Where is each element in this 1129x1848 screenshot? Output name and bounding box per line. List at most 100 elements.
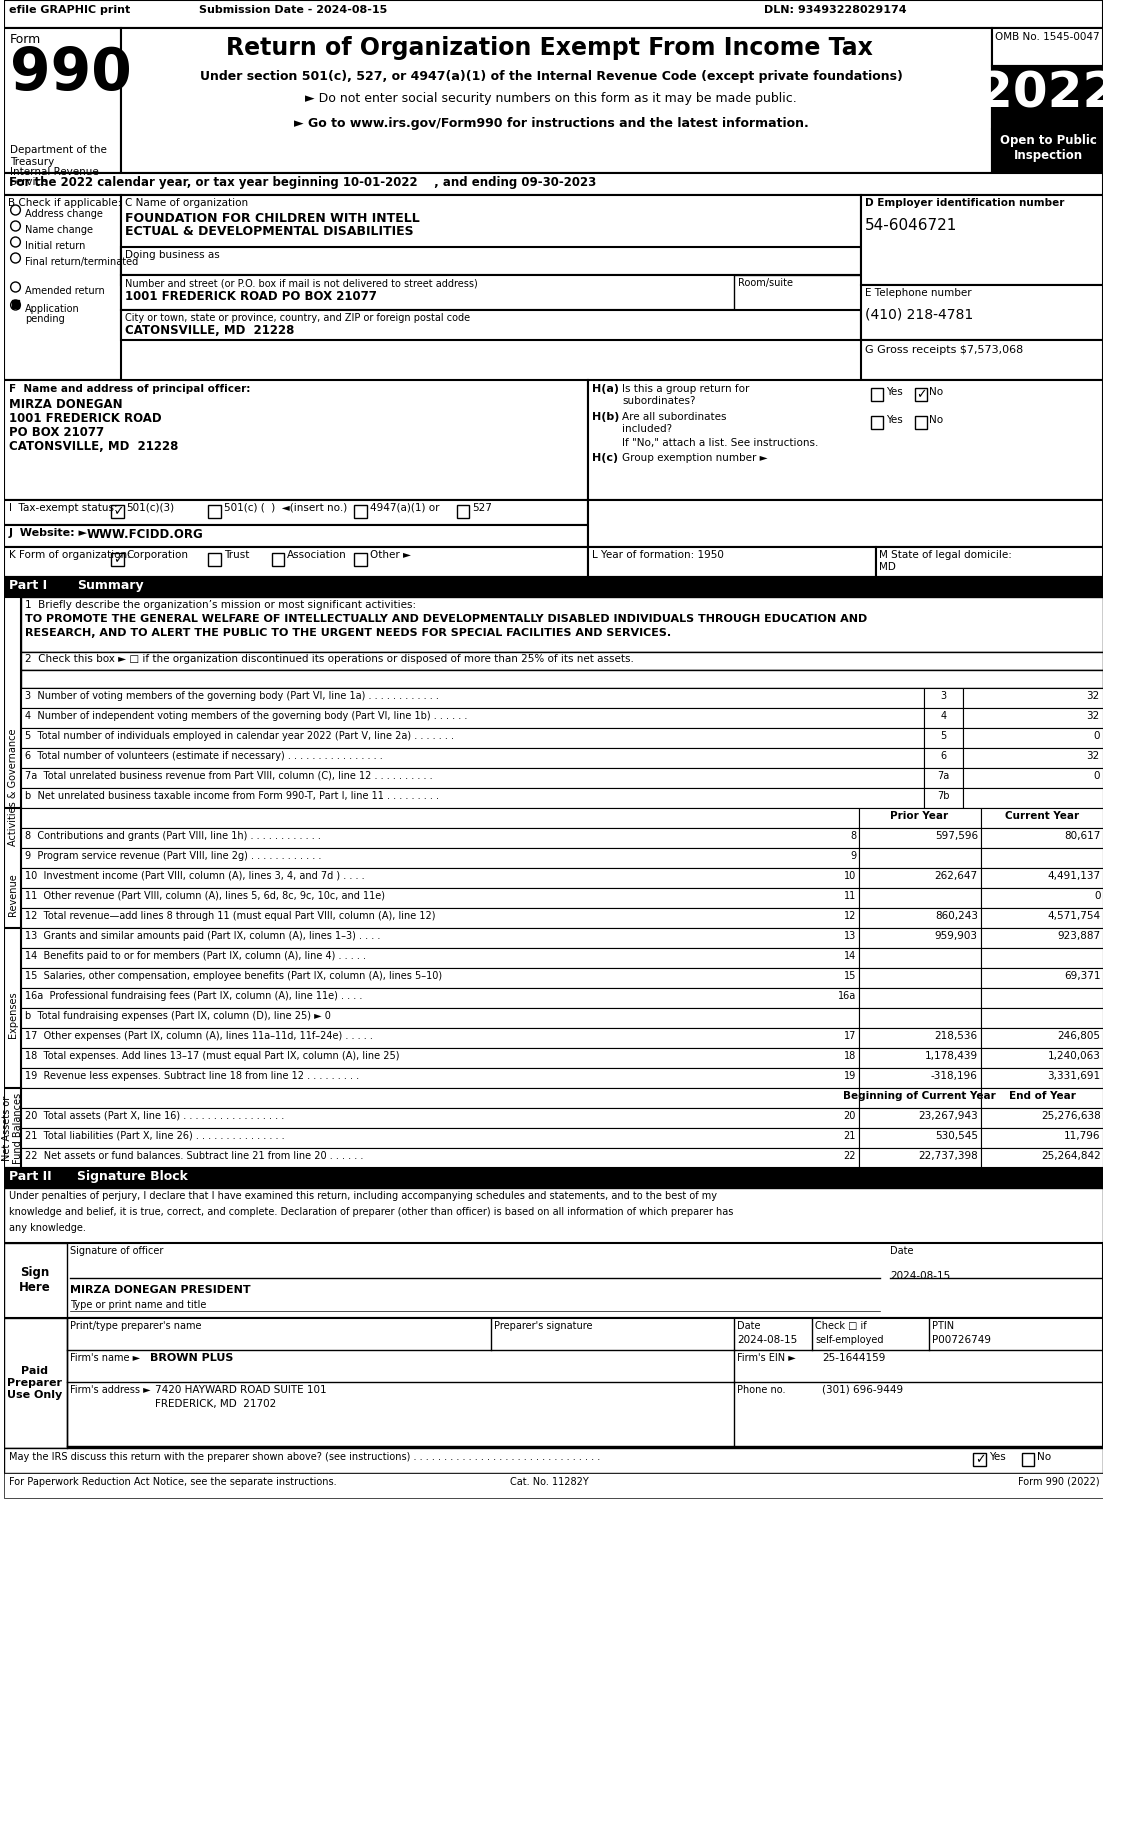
Bar [3, 1449, 1103, 1473]
Bar [859, 1007, 981, 1027]
Bar [588, 547, 876, 577]
Text: Trust: Trust [224, 551, 250, 560]
Text: 17  Other expenses (Part IX, column (A), lines 11a–11d, 11f–24e) . . . . .: 17 Other expenses (Part IX, column (A), … [25, 1031, 373, 1040]
Text: Under penalties of perjury, I declare that I have examined this return, includin: Under penalties of perjury, I declare th… [9, 1190, 717, 1201]
Text: 22  Net assets or fund balances. Subtract line 21 from line 20 . . . . . .: 22 Net assets or fund balances. Subtract… [25, 1151, 364, 1161]
Text: 860,243: 860,243 [935, 911, 978, 920]
Text: 13  Grants and similar amounts paid (Part IX, column (A), lines 1–3) . . . .: 13 Grants and similar amounts paid (Part… [25, 931, 380, 941]
Text: J  Website: ►: J Website: ► [9, 529, 88, 538]
Bar [111, 505, 124, 517]
Text: 12  Total revenue—add lines 8 through 11 (must equal Part VIII, column (A), line: 12 Total revenue—add lines 8 through 11 … [25, 911, 436, 920]
Text: Open to Public
Inspection: Open to Public Inspection [999, 135, 1096, 163]
Bar [981, 869, 1103, 889]
Bar [859, 989, 981, 1007]
Bar [3, 501, 588, 525]
Bar [588, 381, 1103, 501]
Text: Group exemption number ►: Group exemption number ► [622, 453, 768, 464]
Text: 3  Number of voting members of the governing body (Part VI, line 1a) . . . . . .: 3 Number of voting members of the govern… [25, 691, 439, 700]
Bar [21, 1027, 859, 1048]
Bar [21, 597, 1103, 652]
Bar [925, 728, 963, 748]
Text: Activities & Governance: Activities & Governance [8, 728, 18, 846]
Text: FREDERICK, MD  21702: FREDERICK, MD 21702 [155, 1399, 277, 1408]
Text: 9  Program service revenue (Part VIII, line 2g) . . . . . . . . . . . .: 9 Program service revenue (Part VIII, li… [25, 850, 322, 861]
Text: 32: 32 [1086, 711, 1100, 721]
Circle shape [10, 222, 20, 231]
Text: B Check if applicable:: B Check if applicable: [8, 198, 121, 209]
Text: ► Do not enter social security numbers on this form as it may be made public.: ► Do not enter social security numbers o… [305, 92, 797, 105]
Bar [981, 828, 1103, 848]
Bar [21, 907, 859, 928]
Bar [981, 1048, 1103, 1068]
Text: 6  Total number of volunteers (estimate if necessary) . . . . . . . . . . . . . : 6 Total number of volunteers (estimate i… [25, 750, 383, 761]
Text: 530,545: 530,545 [935, 1131, 978, 1140]
Bar [11, 299, 19, 309]
Bar [21, 1068, 859, 1088]
Circle shape [10, 283, 20, 292]
Text: 80,617: 80,617 [1065, 832, 1101, 841]
Text: CATONSVILLE, MD  21228: CATONSVILLE, MD 21228 [124, 323, 294, 336]
Text: G Gross receipts $7,573,068: G Gross receipts $7,573,068 [865, 346, 1023, 355]
Circle shape [10, 253, 20, 262]
Bar [861, 340, 1103, 381]
Bar [355, 505, 367, 517]
Text: Form 990 (2022): Form 990 (2022) [1018, 1477, 1100, 1488]
Bar [21, 652, 1103, 671]
Text: Internal Revenue: Internal Revenue [10, 166, 98, 177]
Text: MIRZA DONEGAN: MIRZA DONEGAN [9, 397, 122, 410]
Text: 2022: 2022 [979, 70, 1118, 118]
Text: Date: Date [737, 1321, 761, 1331]
Text: ✓: ✓ [975, 1453, 986, 1465]
Text: P00726749: P00726749 [933, 1334, 991, 1345]
Bar [981, 1109, 1103, 1127]
Text: subordinates?: subordinates? [622, 395, 695, 407]
Text: Print/type preparer's name: Print/type preparer's name [70, 1321, 202, 1331]
Text: No: No [929, 386, 943, 397]
Text: Under section 501(c), 527, or 4947(a)(1) of the Internal Revenue Code (except pr: Under section 501(c), 527, or 4947(a)(1)… [200, 70, 903, 83]
Text: PO BOX 21077: PO BOX 21077 [9, 427, 104, 440]
Text: 18  Total expenses. Add lines 13–17 (must equal Part IX, column (A), line 25): 18 Total expenses. Add lines 13–17 (must… [25, 1052, 400, 1061]
Bar [3, 597, 21, 978]
Bar [981, 1068, 1103, 1088]
Bar [21, 728, 925, 748]
Text: MD: MD [879, 562, 896, 573]
Text: I  Tax-exempt status:: I Tax-exempt status: [9, 503, 117, 514]
Bar [21, 889, 859, 907]
Text: 25-1644159: 25-1644159 [822, 1353, 885, 1364]
Text: L Year of formation: 1950: L Year of formation: 1950 [592, 551, 724, 560]
Text: Department of the: Department of the [10, 144, 106, 155]
Text: 11: 11 [843, 891, 856, 902]
Text: Is this a group return for: Is this a group return for [622, 384, 750, 394]
Bar [3, 174, 1103, 196]
Text: (301) 696-9449: (301) 696-9449 [822, 1384, 903, 1395]
Text: -318,196: -318,196 [931, 1072, 978, 1081]
Bar [121, 196, 861, 285]
Bar [861, 285, 1103, 340]
Bar [859, 1088, 981, 1109]
Bar [859, 808, 981, 828]
Text: ✓: ✓ [917, 388, 927, 401]
Bar [21, 748, 925, 769]
Text: 13: 13 [843, 931, 856, 941]
Text: 1  Briefly describe the organization’s mission or most significant activities:: 1 Briefly describe the organization’s mi… [25, 601, 417, 610]
Bar [981, 948, 1103, 968]
Bar [981, 1127, 1103, 1148]
Text: 17: 17 [843, 1031, 856, 1040]
Text: No: No [1038, 1453, 1051, 1462]
Text: Firm's name ►: Firm's name ► [70, 1353, 140, 1364]
Text: 7b: 7b [937, 791, 949, 800]
Text: 14: 14 [843, 952, 856, 961]
Text: D Employer identification number: D Employer identification number [865, 198, 1065, 209]
Text: Doing business as: Doing business as [124, 249, 219, 261]
Bar [121, 275, 861, 310]
Text: Submission Date - 2024-08-15: Submission Date - 2024-08-15 [199, 6, 387, 15]
Bar [457, 505, 470, 517]
Text: 32: 32 [1086, 691, 1100, 700]
Bar [21, 869, 859, 889]
Text: 20: 20 [843, 1111, 856, 1122]
Bar [21, 808, 859, 828]
Bar [859, 828, 981, 848]
Bar [981, 1007, 1103, 1027]
Text: Summary: Summary [77, 578, 143, 591]
Bar [870, 416, 883, 429]
